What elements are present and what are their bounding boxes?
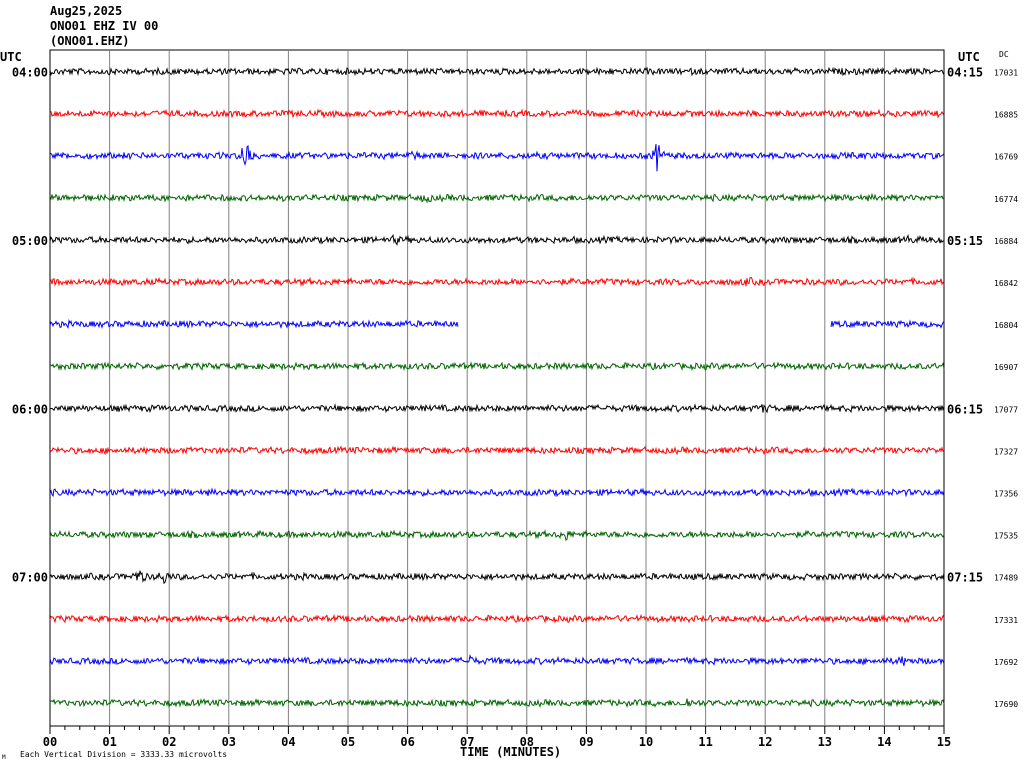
row-time-left: 04:00 xyxy=(12,66,48,80)
seismic-trace xyxy=(49,445,945,456)
seismic-trace xyxy=(49,570,945,585)
x-axis-label: TIME (MINUTES) xyxy=(460,745,562,759)
seismic-trace xyxy=(49,361,945,372)
seismic-trace xyxy=(49,529,945,542)
seismic-trace xyxy=(49,144,945,172)
x-tick-label: 07 xyxy=(460,735,474,749)
x-tick-label: 03 xyxy=(222,735,236,749)
x-tick-label: 11 xyxy=(698,735,712,749)
plot-frame xyxy=(49,49,945,727)
seismic-trace xyxy=(49,108,945,119)
x-tick-label: 05 xyxy=(341,735,355,749)
x-tick-label: 14 xyxy=(877,735,891,749)
x-tick-label: 06 xyxy=(400,735,414,749)
row-time-right: 07:15 xyxy=(947,571,983,585)
row-dc-value: 16907 xyxy=(994,363,1018,372)
seismic-trace xyxy=(49,233,944,246)
seismic-trace xyxy=(49,66,945,77)
seismic-trace xyxy=(49,653,945,666)
seismic-trace xyxy=(49,276,945,287)
seismic-trace xyxy=(49,318,945,330)
x-tick-label: 00 xyxy=(43,735,57,749)
utc-label-right: UTC xyxy=(958,50,980,64)
row-dc-value: 17356 xyxy=(994,490,1018,499)
seismic-trace xyxy=(49,487,945,498)
x-tick-label: 09 xyxy=(579,735,593,749)
utc-label-left: UTC xyxy=(0,50,22,64)
seismic-trace xyxy=(49,613,945,624)
channel-title: (ONO01.EHZ) xyxy=(50,34,130,48)
row-dc-value: 16884 xyxy=(994,237,1018,246)
row-dc-value: 17489 xyxy=(994,574,1018,583)
seismic-trace xyxy=(49,698,945,709)
footnote-mark: M xyxy=(2,754,6,761)
row-time-left: 05:00 xyxy=(12,234,48,248)
row-dc-value: 17690 xyxy=(994,700,1018,709)
row-dc-value: 17331 xyxy=(994,616,1018,625)
seismic-trace xyxy=(49,192,945,204)
seismic-trace xyxy=(49,403,945,414)
row-time-right: 06:15 xyxy=(947,402,983,416)
row-dc-value: 17077 xyxy=(994,405,1018,414)
row-dc-value: 16804 xyxy=(994,321,1018,330)
x-tick-label: 02 xyxy=(162,735,176,749)
row-time-right: 04:15 xyxy=(947,66,983,80)
station-title: ONO01 EHZ IV 00 xyxy=(50,19,159,33)
row-time-left: 06:00 xyxy=(12,402,48,416)
row-dc-value: 17535 xyxy=(994,532,1018,541)
row-time-left: 07:00 xyxy=(12,571,48,585)
x-tick-label: 08 xyxy=(520,735,534,749)
row-dc-value: 17327 xyxy=(994,447,1018,456)
scale-footnote: Each Vertical Division = 3333.33 microvo… xyxy=(20,750,228,759)
x-tick-label: 04 xyxy=(281,735,295,749)
x-tick-label: 13 xyxy=(818,735,832,749)
x-tick-label: 12 xyxy=(758,735,772,749)
row-dc-value: 16885 xyxy=(994,111,1018,120)
x-tick-label: 01 xyxy=(102,735,116,749)
x-tick-label: 10 xyxy=(639,735,653,749)
x-tick-label: 15 xyxy=(937,735,951,749)
row-dc-value: 17031 xyxy=(994,69,1018,78)
row-dc-value: 16774 xyxy=(994,195,1018,204)
plot-date: Aug25,2025 xyxy=(50,4,123,18)
row-dc-value: 16842 xyxy=(994,279,1018,288)
row-dc-value: 16769 xyxy=(994,153,1018,162)
dc-column-label: DC xyxy=(999,50,1009,59)
row-dc-value: 17692 xyxy=(994,658,1018,667)
row-time-right: 05:15 xyxy=(947,234,983,248)
